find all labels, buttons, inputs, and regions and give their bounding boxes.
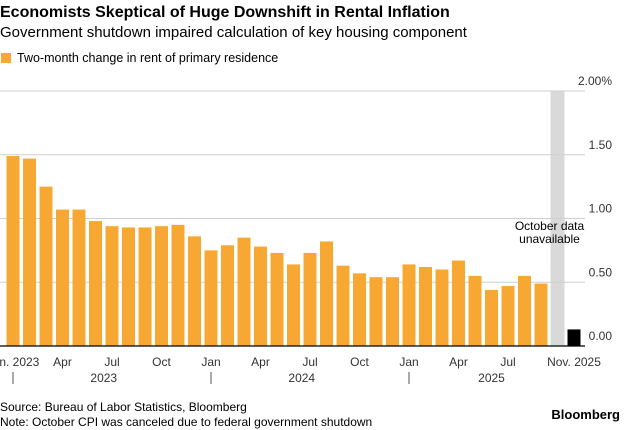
bar (39, 186, 53, 346)
year-label: 2025 (478, 371, 505, 385)
y-tick-label: 0.50 (589, 265, 613, 279)
legend-label: Two-month change in rent of primary resi… (17, 51, 278, 65)
x-tick-label: Jul (302, 355, 317, 369)
bar (138, 227, 152, 346)
x-tick-label: Jul (104, 355, 119, 369)
chart-subtitle: Government shutdown impaired calculation… (0, 24, 468, 41)
x-tick-label: Apr (53, 355, 72, 369)
bar (270, 252, 284, 346)
bar (303, 252, 317, 346)
chart-title: Economists Skeptical of Huge Downshift i… (0, 4, 450, 21)
x-tick-label: Jan (399, 355, 418, 369)
y-tick-label: 0.00 (589, 329, 613, 343)
bar (534, 283, 548, 346)
bar (188, 236, 201, 346)
y-tick-label: 1.50 (589, 138, 613, 152)
legend-swatch (1, 53, 11, 63)
bar (336, 265, 350, 346)
x-tick-label: Jul (500, 355, 515, 369)
bar (386, 277, 399, 346)
bar (23, 158, 36, 346)
bar (419, 266, 432, 346)
bar (287, 264, 300, 346)
year-label: 2024 (288, 371, 315, 385)
x-tick-label: Apr (251, 355, 270, 369)
annotation: unavailable (519, 232, 580, 246)
y-tick-label: 1.00 (589, 202, 613, 216)
bar (237, 237, 251, 346)
bar (105, 226, 119, 346)
bar (89, 221, 102, 346)
bar (435, 269, 449, 346)
bar (72, 209, 86, 346)
bar (567, 329, 581, 346)
brand: Bloomberg (551, 407, 620, 422)
bar (204, 250, 218, 346)
bar (122, 227, 135, 346)
bar (6, 156, 20, 346)
x-tick-label: Jan (201, 355, 220, 369)
annotation: October data (515, 219, 585, 233)
x-tick-label: Nov. 2025 (547, 355, 601, 369)
note: Note: October CPI was canceled due to fe… (0, 415, 372, 429)
bar (254, 246, 267, 346)
y-tick-label: 2.00% (578, 74, 612, 88)
x-tick-label: Oct (152, 355, 171, 369)
bar (468, 275, 482, 346)
bar (320, 241, 333, 346)
bar (56, 209, 69, 346)
bar (171, 224, 185, 346)
source: Source: Bureau of Labor Statistics, Bloo… (0, 400, 247, 414)
bar (221, 245, 234, 346)
bar (452, 260, 465, 346)
bar (485, 289, 498, 346)
bar (353, 273, 366, 346)
x-tick-label: Apr (449, 355, 468, 369)
bar (402, 264, 416, 346)
year-label: 2023 (90, 371, 117, 385)
x-tick-label: Jan. 2023 (0, 355, 40, 369)
bar (155, 226, 168, 346)
bar (369, 277, 383, 346)
bar (518, 275, 531, 346)
x-tick-label: Oct (350, 355, 369, 369)
bar (501, 286, 515, 346)
